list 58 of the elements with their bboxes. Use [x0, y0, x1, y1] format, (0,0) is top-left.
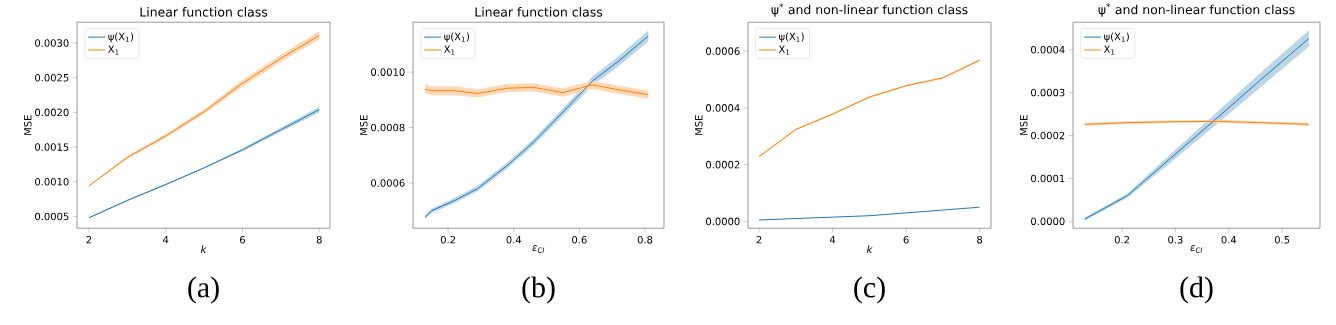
legend-label: X$_{1}$: [1103, 45, 1115, 55]
legend-label: ψ(X$_{1}$): [779, 32, 804, 43]
y-tick-label: 0.0008: [371, 123, 405, 132]
text: (d): [1180, 276, 1213, 304]
y-tick-label: 0.0006: [371, 179, 405, 187]
legend-label: ψ(X$_{1}$): [108, 32, 134, 43]
x-tick-label: 0.2: [440, 235, 456, 244]
y-axis-title: MSE: [359, 115, 368, 135]
x-tick-label: 0.8: [637, 235, 653, 244]
x-tick-label: 8: [316, 235, 322, 244]
y-tick-label: 0.0006: [706, 47, 740, 55]
x-axis-title: ε$_{CI}$: [1190, 245, 1203, 253]
text: (b): [522, 276, 555, 304]
x-tick-label: 2: [756, 235, 762, 244]
legend-label: ψ(X$_{1}$): [444, 32, 469, 43]
chart-title: ψ$^{*}$ and non-linear function class: [771, 3, 968, 17]
y-tick-label: 0.0010: [371, 68, 405, 76]
y-axis-title: MSE: [1019, 115, 1028, 135]
legend-label: ψ(X$_{1}$): [1104, 32, 1129, 43]
x-tick-label: 0.2: [1114, 235, 1130, 244]
y-tick-label: 0.0025: [35, 73, 69, 82]
y-tick-label: 0.0004: [1031, 45, 1065, 54]
y-tick-label: 0.0030: [35, 39, 69, 47]
x-tick-label: 8: [977, 235, 983, 244]
x-tick-label: 0.4: [1221, 235, 1237, 244]
x-axis-title: ε$_{CI}$: [532, 245, 545, 253]
x-axis-title: k: [866, 245, 873, 253]
legend-label: X$_{1}$: [108, 45, 119, 55]
y-tick-label: 0.0000: [1031, 217, 1065, 226]
text: (a): [188, 276, 219, 304]
y-tick-label: 0.0020: [35, 108, 69, 117]
y-tick-label: 0.0015: [35, 143, 69, 151]
y-axis-title: MSE: [694, 115, 703, 135]
y-tick-label: 0.0010: [35, 177, 69, 186]
chart-title: Linear function class: [475, 6, 603, 17]
y-axis-title: MSE: [23, 115, 32, 135]
y-tick-label: 0.0003: [1031, 88, 1065, 97]
y-tick-label: 0.0004: [706, 104, 740, 112]
x-axis-title: k: [200, 245, 207, 253]
x-tick-label: 4: [829, 235, 836, 244]
x-tick-label: 2: [86, 235, 92, 244]
y-tick-label: 0.0005: [35, 212, 69, 221]
x-tick-label: 0.6: [572, 235, 587, 244]
legend-label: X$_{1}$: [778, 45, 790, 55]
x-tick-label: 4: [163, 235, 169, 244]
x-tick-label: 6: [903, 235, 909, 244]
x-tick-label: 6: [240, 235, 246, 244]
legend-label: X$_{1}$: [444, 45, 455, 55]
x-tick-label: 0.5: [1274, 235, 1290, 244]
x-tick-label: 0.3: [1168, 235, 1183, 244]
x-tick-label: 0.4: [506, 235, 522, 244]
y-tick-label: 0.0000: [706, 217, 740, 226]
y-tick-label: 0.0002: [1031, 131, 1065, 140]
chart-title: ψ$^{*}$ and non-linear function class: [1098, 3, 1295, 17]
chart-title: Linear function class: [140, 6, 268, 17]
y-tick-label: 0.0002: [706, 160, 740, 169]
y-tick-label: 0.0001: [1031, 174, 1065, 183]
text: (c): [854, 276, 885, 304]
